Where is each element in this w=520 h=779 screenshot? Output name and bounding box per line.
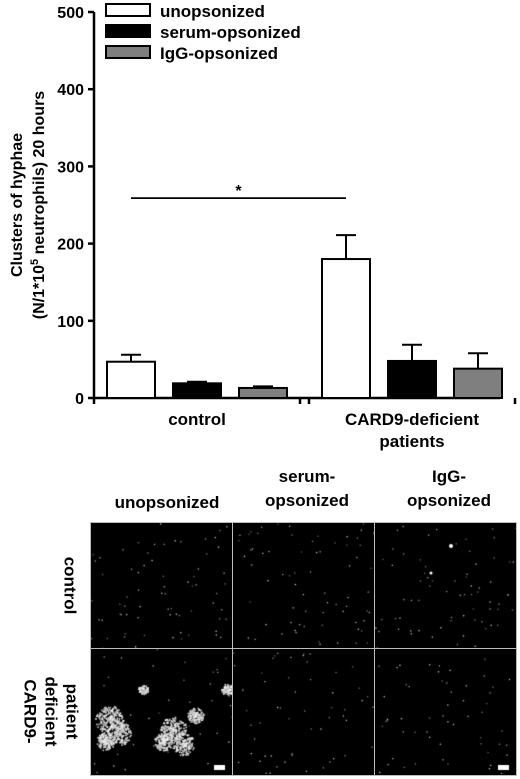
micrograph-panel [91,523,232,648]
y-tick-label: 500 [57,5,84,22]
panel-divider [232,523,233,775]
micrograph-image [375,649,516,774]
bar-unopsonized [106,360,156,400]
micrograph-panel [91,649,232,774]
micrograph-panel [233,649,374,774]
y-axis-title: Clusters of hyphae(N/1*105 neutrophils) … [9,91,48,319]
micrograph-image [233,523,374,648]
row-header: deficient [41,676,61,746]
y-tick-label: 100 [57,314,84,331]
bar-igg-opsonized [238,386,288,399]
row-header: control [60,556,80,614]
x-category-label: control [168,410,226,429]
micrograph-grid [90,522,517,776]
y-tick-label: 200 [57,237,84,254]
column-header: opsonized [406,491,492,510]
panel-divider [374,523,375,775]
legend-swatch [105,24,151,38]
column-header: serum- [278,467,336,486]
column-header: IgG- [432,467,466,486]
bar-chart: 0 100 200 300 400 500 control CARD9-deficient pa… [9,2,517,451]
y-tick-label: 400 [57,82,84,99]
micrograph-image [91,523,232,648]
significance-star: * [235,183,242,200]
row-header: CARD9- [20,678,40,744]
y-tick-label: 300 [57,159,84,176]
x-category-label: patients [379,432,444,451]
micrograph-image [375,523,516,648]
bar-unopsonized [321,258,371,400]
legend-label: IgG-opsonized [160,44,278,63]
bar-igg-opsonized [453,367,503,400]
legend-label: unopsonized [160,2,265,21]
panel-divider [91,648,516,649]
micrograph-image [91,649,232,774]
row-header: patient [62,683,82,739]
bar-serum-opsonized [172,382,222,400]
y-tick-label: 0 [75,391,84,408]
micrograph-panel [375,649,516,774]
x-category-label: CARD9-deficient [345,410,479,429]
micrograph-panel [375,523,516,648]
y-axis-title-line1: Clusters of hyphae [9,133,26,277]
legend-swatch [105,45,151,59]
y-axis-title-line2: (N/1*105 neutrophils) 20 hours [29,91,48,319]
column-header: opsonized [264,491,350,510]
micrograph-panel [233,523,374,648]
bar-serum-opsonized [387,359,437,399]
micrograph-image [233,649,374,774]
legend-label: serum-opsonized [160,23,301,42]
column-header: unopsonized [114,493,220,512]
legend-swatch [105,3,151,17]
